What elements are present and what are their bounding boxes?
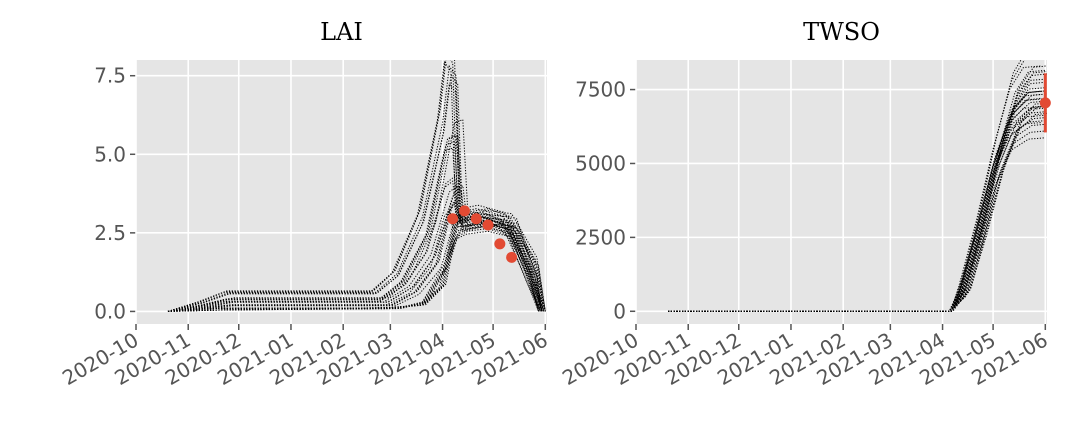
lai-ensemble-line [167, 224, 543, 312]
lai-observation-point [482, 219, 494, 231]
lai-observation-point [506, 251, 518, 263]
twso-y-tick-label: 0 [613, 299, 626, 323]
lai-title: LAI [320, 18, 363, 46]
lai-ensemble-line [167, 230, 543, 312]
lai-observation-point [470, 213, 482, 225]
twso-plot-area [636, 60, 1047, 324]
twso-observation-point [1039, 97, 1051, 109]
lai-ensemble-line [167, 73, 540, 312]
lai-ensemble-line [167, 175, 545, 312]
lai-observation-point [458, 205, 470, 217]
twso-data-layer [668, 60, 1047, 312]
lai-ensemble-line [167, 184, 545, 312]
twso-ensemble-line [668, 114, 1044, 312]
lai-ensemble-line [167, 221, 543, 312]
lai-observation-point [447, 213, 459, 225]
lai-ensemble-line [167, 134, 541, 312]
twso-ensemble-line [668, 130, 1047, 312]
lai-ensemble-line [167, 209, 546, 312]
twso-y-tick-label: 7500 [575, 78, 626, 102]
lai-plot-area [136, 60, 547, 324]
twso-ensemble-line [668, 90, 1042, 312]
lai-ensemble-line [167, 204, 543, 312]
twso-panel: TWSO02500500075002020-102020-112020-1220… [558, 18, 1052, 390]
twso-y-tick-label: 5000 [575, 151, 626, 175]
twso-ensemble-line [668, 93, 1047, 312]
lai-y-tick-label: 5.0 [94, 142, 126, 166]
lai-y-tick-label: 2.5 [94, 221, 126, 245]
twso-ensemble-line [668, 87, 1046, 312]
lai-panel: LAI0.02.55.07.52020-102020-112020-122021… [58, 18, 552, 390]
lai-ensemble-line [167, 60, 540, 312]
twso-ensemble-line [668, 69, 1046, 312]
twso-ensemble-line [668, 107, 1046, 312]
lai-ensemble-line [167, 82, 540, 312]
twso-ensemble-line [668, 60, 1022, 312]
lai-ensemble-line [167, 118, 541, 312]
lai-y-tick-label: 0.0 [94, 299, 126, 323]
twso-ensemble-line [668, 81, 1046, 312]
twso-title: TWSO [803, 18, 880, 46]
lai-data-layer [167, 60, 546, 312]
lai-observation-point [494, 238, 506, 250]
lai-ensemble-line [167, 184, 545, 312]
lai-y-tick-label: 7.5 [94, 64, 126, 88]
twso-y-tick-label: 2500 [575, 225, 626, 249]
twso-ensemble-line [668, 102, 1047, 312]
